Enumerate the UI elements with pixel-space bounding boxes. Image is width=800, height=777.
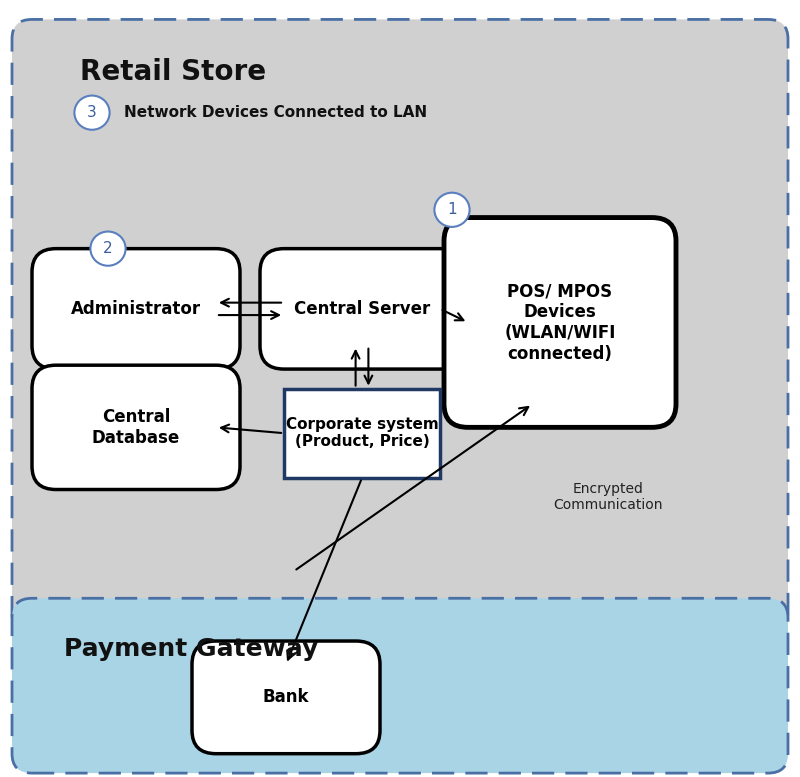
Text: Encrypted
Communication: Encrypted Communication xyxy=(554,483,662,512)
Circle shape xyxy=(74,96,110,130)
FancyBboxPatch shape xyxy=(284,388,440,478)
Text: 1: 1 xyxy=(447,202,457,218)
Text: Administrator: Administrator xyxy=(71,300,201,318)
Text: Corporate system
(Product, Price): Corporate system (Product, Price) xyxy=(286,417,438,449)
Circle shape xyxy=(90,232,126,266)
Text: Payment Gateway: Payment Gateway xyxy=(64,637,318,661)
FancyBboxPatch shape xyxy=(12,19,788,633)
Text: Bank: Bank xyxy=(262,688,310,706)
Text: 2: 2 xyxy=(103,241,113,256)
FancyBboxPatch shape xyxy=(444,218,676,427)
Text: Network Devices Connected to LAN: Network Devices Connected to LAN xyxy=(124,105,427,120)
Text: 3: 3 xyxy=(87,105,97,120)
FancyBboxPatch shape xyxy=(12,598,788,773)
Text: Retail Store: Retail Store xyxy=(80,58,266,86)
Text: Central Server: Central Server xyxy=(294,300,430,318)
FancyBboxPatch shape xyxy=(260,249,464,369)
FancyBboxPatch shape xyxy=(32,249,240,369)
FancyBboxPatch shape xyxy=(32,365,240,490)
FancyBboxPatch shape xyxy=(192,641,380,754)
Text: Central
Database: Central Database xyxy=(92,408,180,447)
Circle shape xyxy=(434,193,470,227)
Text: POS/ MPOS
Devices
(WLAN/WIFI
connected): POS/ MPOS Devices (WLAN/WIFI connected) xyxy=(504,282,616,363)
